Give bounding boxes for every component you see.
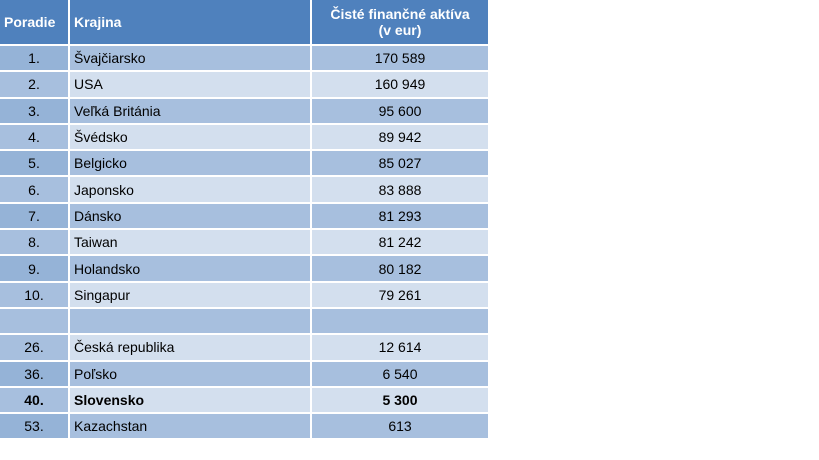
- rank-cell: 10.: [0, 282, 68, 307]
- table-row: 26. Česká republika 12 614: [0, 335, 488, 360]
- table-row: 1. Švajčiarsko 170 589: [0, 46, 488, 71]
- ranking-table: Poradie Krajina Čisté finančné aktíva (v e…: [0, 0, 488, 439]
- country-cell: Singapur: [70, 282, 310, 307]
- country-cell: Japonsko: [70, 177, 310, 202]
- rank-cell: 6.: [0, 177, 68, 202]
- assets-cell: 160 949: [312, 72, 488, 97]
- country-cell: Taiwan: [70, 230, 310, 255]
- country-cell: Švédsko: [70, 124, 310, 150]
- country-cell: Kazachstan: [70, 414, 310, 439]
- table-body: 1. Švajčiarsko 170 589 2. USA 160 949 3. Veľká …: [0, 46, 488, 439]
- assets-cell: 95 600: [312, 98, 488, 123]
- table-row: 3. Veľká Británia 95 600: [0, 98, 488, 123]
- rank-cell: 4.: [0, 124, 68, 150]
- country-cell: Dánsko: [70, 203, 310, 229]
- table-row: 40. Slovensko 5 300: [0, 387, 488, 413]
- country-cell: Belgicko: [70, 151, 310, 176]
- country-cell: Holandsko: [70, 256, 310, 281]
- assets-cell: 79 261: [312, 282, 488, 307]
- table-row: 53. Kazachstan 613: [0, 414, 488, 439]
- header-cell: Krajina: [70, 0, 310, 44]
- table-row: 36. Poľsko 6 540: [0, 361, 488, 386]
- rank-cell: 53.: [0, 414, 68, 439]
- country-cell: Veľká Británia: [70, 98, 310, 123]
- assets-cell: 5 300: [312, 387, 488, 413]
- table-row: 7. Dánsko 81 293: [0, 203, 488, 229]
- assets-cell: 80 182: [312, 256, 488, 281]
- rank-cell: 9.: [0, 256, 68, 281]
- assets-cell: 12 614: [312, 335, 488, 360]
- table-row: 5. Belgicko 85 027: [0, 151, 488, 176]
- country-cell: Poľsko: [70, 361, 310, 386]
- rank-cell: 36.: [0, 361, 68, 386]
- assets-cell: 613: [312, 414, 488, 439]
- rank-cell: [0, 308, 68, 334]
- header-cell: Čisté finančné aktíva (v eur): [312, 0, 488, 44]
- rank-cell: 26.: [0, 335, 68, 360]
- country-cell: [70, 308, 310, 334]
- table-row: 10. Singapur 79 261: [0, 282, 488, 307]
- assets-cell: 83 888: [312, 177, 488, 202]
- assets-cell: 81 242: [312, 230, 488, 255]
- rank-cell: 7.: [0, 203, 68, 229]
- table-row: 9. Holandsko 80 182: [0, 256, 488, 281]
- rank-cell: 5.: [0, 151, 68, 176]
- assets-cell: 170 589: [312, 46, 488, 71]
- assets-cell: 89 942: [312, 124, 488, 150]
- assets-cell: 6 540: [312, 361, 488, 386]
- table-row: 6. Japonsko 83 888: [0, 177, 488, 202]
- rank-cell: 2.: [0, 72, 68, 97]
- header-row: Poradie Krajina Čisté finančné aktíva (v e…: [0, 0, 488, 44]
- table-row: [0, 308, 488, 334]
- table-row: 2. USA 160 949: [0, 72, 488, 97]
- header-cell: Poradie: [0, 0, 68, 44]
- country-cell: Česká republika: [70, 335, 310, 360]
- table-row: 8. Taiwan 81 242: [0, 230, 488, 255]
- table-row: 4. Švédsko 89 942: [0, 124, 488, 150]
- country-cell: Slovensko: [70, 387, 310, 413]
- rank-cell: 8.: [0, 230, 68, 255]
- assets-cell: 85 027: [312, 151, 488, 176]
- country-cell: USA: [70, 72, 310, 97]
- assets-cell: [312, 308, 488, 334]
- country-cell: Švajčiarsko: [70, 46, 310, 71]
- assets-cell: 81 293: [312, 203, 488, 229]
- rank-cell: 40.: [0, 387, 68, 413]
- rank-cell: 1.: [0, 46, 68, 71]
- rank-cell: 3.: [0, 98, 68, 123]
